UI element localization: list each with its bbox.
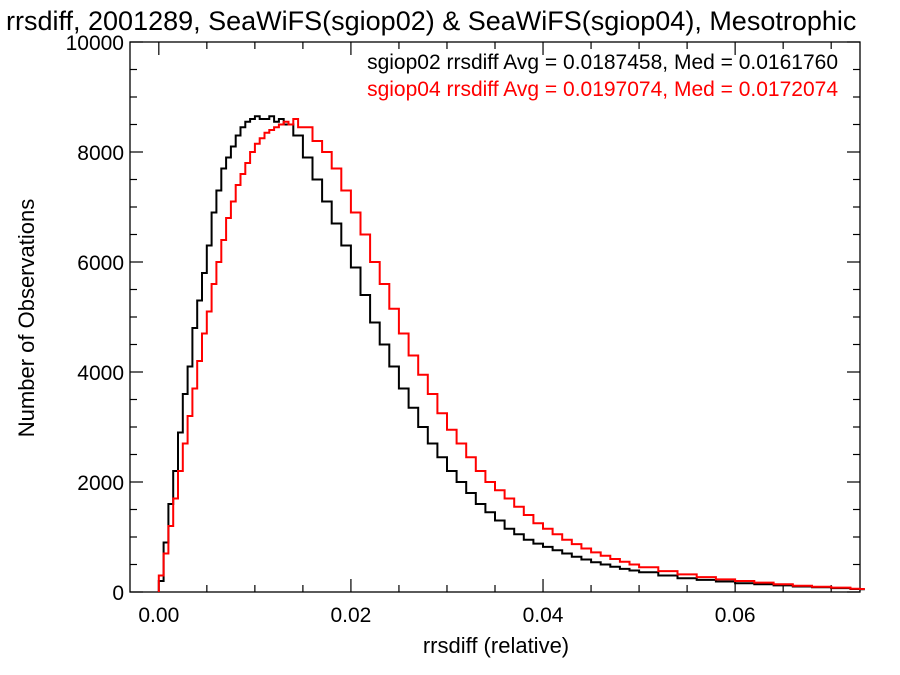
chart-title: rrsdiff, 2001289, SeaWiFS(sgiop02) & Sea… xyxy=(6,6,856,36)
x-axis-label: rrsdiff (relative) xyxy=(423,633,569,658)
x-tick-label: 0.06 xyxy=(715,604,756,627)
legend-entry-1: sgiop04 rrsdiff Avg = 0.0197074, Med = 0… xyxy=(367,78,838,101)
x-tick-label: 0.00 xyxy=(138,604,179,627)
y-tick-label: 4000 xyxy=(77,362,124,385)
y-tick-label: 6000 xyxy=(77,252,124,275)
y-axis-label: Number of Observations xyxy=(14,199,39,437)
legend-entry-0: sgiop02 rrsdiff Avg = 0.0187458, Med = 0… xyxy=(367,51,838,74)
y-tick-label: 10000 xyxy=(66,32,124,55)
x-tick-label: 0.04 xyxy=(523,604,564,627)
x-tick-label: 0.02 xyxy=(330,604,371,627)
y-tick-label: 0 xyxy=(112,582,124,605)
y-tick-label: 8000 xyxy=(77,142,124,165)
series-line-0 xyxy=(157,115,865,592)
y-axis-label-group: Number of Observations xyxy=(14,199,39,437)
series-line-1 xyxy=(157,118,865,592)
y-tick-label: 2000 xyxy=(77,472,124,495)
plot-area: 0.00 0.02 0.04 0.06 0 2000 4000 6000 8000 10000 xyxy=(66,32,865,627)
plot-frame xyxy=(129,41,861,593)
legend: sgiop02 rrsdiff Avg = 0.0187458, Med = 0… xyxy=(367,51,838,101)
